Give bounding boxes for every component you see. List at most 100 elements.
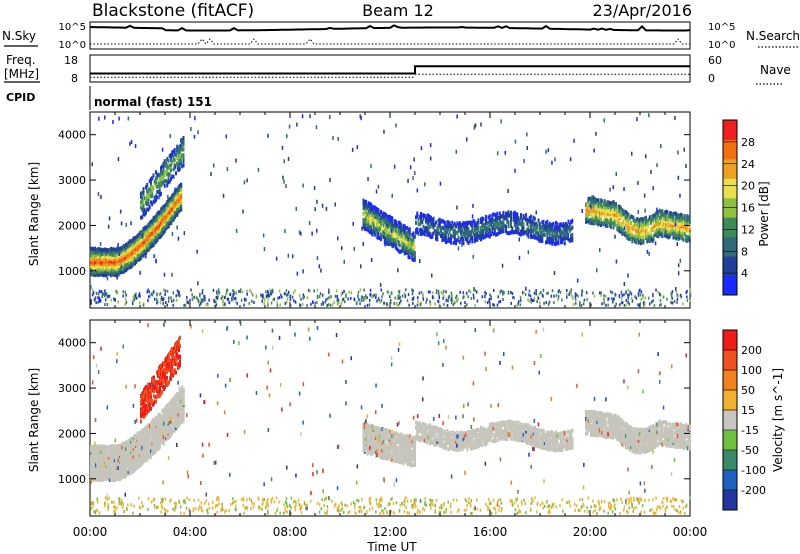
power-cell [598, 204, 601, 209]
velocity-cell [163, 423, 166, 428]
power-cell [440, 228, 442, 233]
power-cell [390, 222, 392, 227]
power-cell [668, 231, 671, 236]
power-cell [625, 216, 627, 221]
power-nearrange [411, 292, 414, 296]
power-cell [160, 231, 163, 236]
power-cell [611, 212, 614, 217]
power-cell [166, 163, 169, 168]
power-cell [616, 213, 619, 218]
power-cell [97, 267, 100, 271]
velocity-cell [140, 444, 143, 449]
power-speckle [526, 146, 528, 150]
velocity-cell [102, 462, 105, 467]
power-nearrange [412, 289, 414, 293]
power-cell [672, 224, 675, 229]
power-speckle [302, 269, 304, 274]
power-cell [175, 201, 178, 206]
power-cell [541, 225, 544, 230]
power-cell [370, 220, 372, 225]
velocity-cell [401, 436, 404, 441]
power-cell [548, 230, 551, 235]
power-cell [430, 215, 432, 220]
power-cell [136, 237, 139, 242]
power-cell [632, 218, 635, 223]
velocity-cell [151, 419, 154, 424]
power-cell [162, 162, 165, 166]
power-cell [615, 219, 617, 224]
power-cell [363, 227, 366, 231]
power-cell [163, 209, 166, 214]
velocity-cell [96, 457, 99, 462]
power-nearrange [277, 296, 279, 300]
power-cell [467, 230, 470, 235]
velocity-cell [395, 431, 398, 436]
velocity-cell [110, 466, 113, 470]
power-speckle [496, 151, 499, 156]
power-cell [151, 238, 154, 242]
velocity-cell [156, 425, 159, 430]
power-cell [148, 223, 151, 228]
power-nearrange [215, 303, 218, 307]
power-cell [558, 225, 561, 230]
power-cell [468, 239, 471, 244]
power-cell [477, 228, 480, 233]
power-cell [500, 225, 502, 230]
velocity-cell [406, 450, 409, 455]
power-nearrange [172, 303, 174, 307]
velocity-cell [110, 453, 113, 458]
velocity-cell [171, 413, 174, 418]
velocity-cell [132, 446, 135, 451]
power-cell [673, 211, 676, 216]
power-nearrange [263, 302, 265, 305]
power-cell [127, 261, 130, 266]
power-nearrange [496, 303, 499, 307]
power-cell [471, 239, 474, 244]
power-speckle [413, 157, 415, 162]
power-cell [395, 220, 397, 225]
power-nearrange [288, 290, 290, 294]
power-cell [666, 234, 669, 239]
power-cell [455, 241, 457, 246]
velocity-cell [402, 461, 405, 466]
velocity-cell [102, 477, 105, 482]
power-speckle [210, 172, 212, 176]
power-cell [177, 188, 180, 193]
power-cell [646, 227, 649, 232]
power-cell [542, 232, 545, 237]
power-cell [397, 248, 400, 253]
velocity-cell [100, 445, 103, 450]
power-cell [165, 216, 168, 221]
power-nearrange [623, 304, 626, 307]
power-cell [412, 250, 415, 255]
power-cell [461, 235, 464, 240]
power-cell [662, 219, 665, 223]
power-cell [148, 205, 151, 210]
power-cell [110, 251, 113, 256]
power-cell [388, 218, 391, 223]
noise-tick-left-top: 10^5 [59, 22, 86, 33]
power-cell [165, 202, 168, 207]
power-cell [602, 208, 605, 213]
power-nearrange [677, 294, 679, 298]
velocity-cell [417, 424, 420, 429]
velocity-cell [416, 426, 419, 431]
power-cell [363, 218, 366, 223]
power-nearrange [167, 299, 170, 303]
velocity-cell [116, 474, 119, 479]
power-cell [395, 243, 397, 248]
power-cell [172, 199, 175, 204]
power-cell [142, 187, 145, 192]
power-cell [145, 232, 148, 236]
power-cell [147, 187, 150, 192]
power-cell [107, 257, 110, 262]
power-cell [176, 206, 179, 211]
velocity-cell [166, 406, 169, 411]
date-title: 23/Apr/2016 [592, 1, 692, 20]
velocity-cell [398, 445, 401, 450]
power-speckle [176, 225, 178, 230]
power-speckle [302, 183, 304, 188]
power-cell [660, 219, 662, 224]
power-cell [97, 254, 100, 259]
power-cell [166, 217, 169, 222]
